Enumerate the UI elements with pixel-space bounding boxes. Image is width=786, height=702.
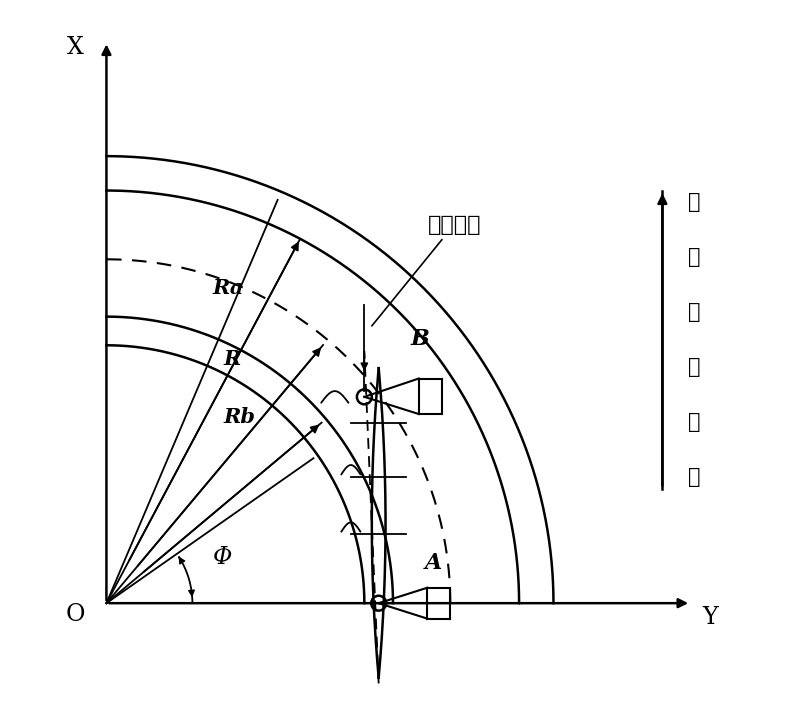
Text: Rb: Rb — [224, 406, 256, 427]
Text: X: X — [67, 36, 83, 59]
Text: 基圆切线: 基圆切线 — [372, 215, 481, 326]
Text: Ra: Ra — [212, 278, 244, 298]
Text: 移: 移 — [689, 302, 700, 322]
Text: 动: 动 — [689, 357, 700, 377]
Text: R: R — [224, 350, 241, 369]
Text: Φ: Φ — [212, 546, 232, 569]
Text: A: A — [424, 552, 442, 574]
Text: Y: Y — [703, 606, 718, 629]
Text: 向: 向 — [689, 467, 700, 487]
Text: O: O — [65, 603, 85, 626]
Text: 头: 头 — [689, 247, 700, 267]
Text: 测: 测 — [689, 192, 700, 212]
Text: 方: 方 — [689, 412, 700, 432]
Text: B: B — [410, 329, 429, 350]
